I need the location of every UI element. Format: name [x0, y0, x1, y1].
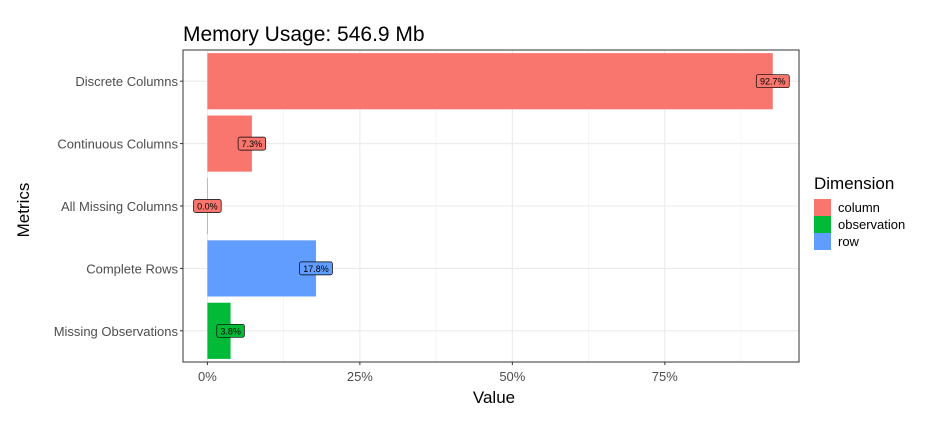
x-tick-label: 0%	[198, 369, 217, 384]
y-tick-label: Missing Observations	[54, 324, 179, 339]
y-tick-label: Continuous Columns	[57, 137, 178, 152]
legend-label-row: row	[838, 234, 860, 249]
y-tick-label: Discrete Columns	[75, 74, 178, 89]
y-tick-label: Complete Rows	[86, 261, 178, 276]
data-label-box	[299, 261, 333, 276]
legend-title: Dimension	[814, 174, 894, 193]
bar	[207, 240, 316, 297]
y-tick-label: All Missing Columns	[61, 199, 179, 214]
x-tick-label: 50%	[499, 369, 525, 384]
legend-key-row	[814, 233, 831, 250]
legend: Dimension column observation row	[814, 174, 905, 250]
legend-key-observation	[814, 216, 831, 233]
data-label-box	[237, 136, 267, 151]
data-label: 92.7%	[760, 77, 786, 87]
data-label: 17.8%	[303, 264, 329, 274]
data-label-box	[755, 74, 790, 89]
legend-key-column	[814, 199, 831, 216]
data-label-box	[216, 323, 245, 338]
data-label: 7.3%	[242, 139, 263, 149]
x-tick-label: 25%	[347, 369, 373, 384]
x-axis-label: Value	[473, 388, 515, 407]
legend-label-column: column	[838, 200, 880, 215]
data-label-box	[193, 199, 222, 213]
data-label: 0.0%	[197, 202, 218, 212]
plot-panel: 92.7% 7.3% 0.0% 17.8% 3.8% Discrete Columns Co…	[54, 49, 800, 384]
chart-title: Memory Usage: 546.9 Mb	[183, 23, 425, 46]
legend-label-observation: observation	[838, 217, 905, 232]
x-tick-label: 75%	[652, 369, 678, 384]
bar	[207, 53, 773, 110]
y-axis-label: Metrics	[14, 183, 33, 238]
data-label: 3.8%	[220, 326, 241, 336]
